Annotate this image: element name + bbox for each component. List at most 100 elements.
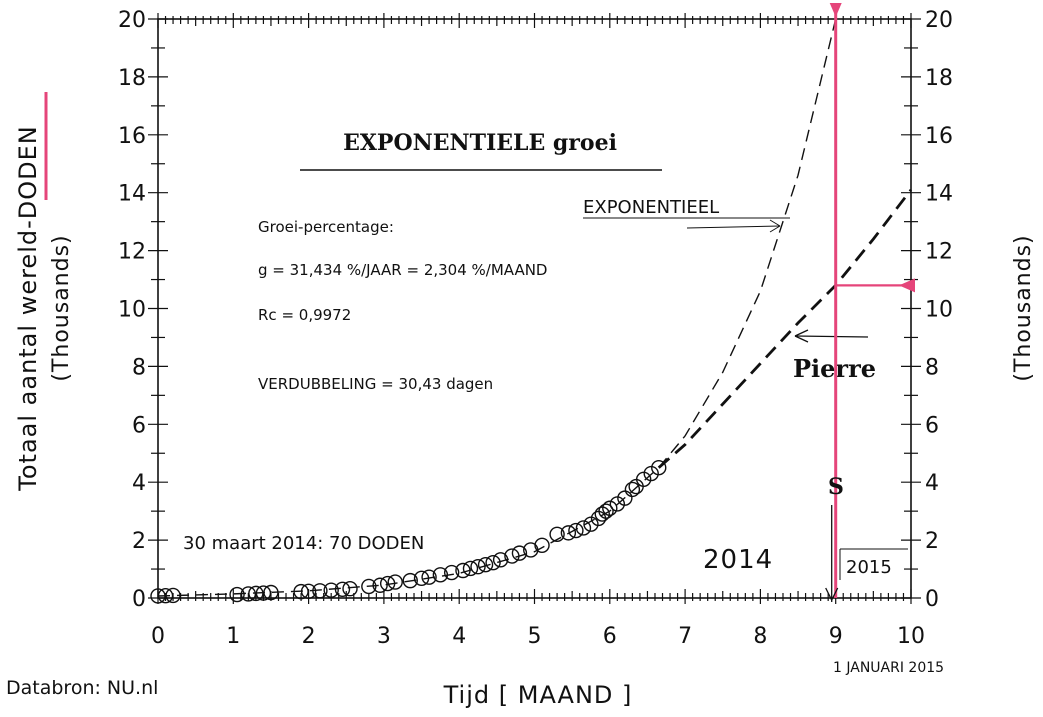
exponential-label: EXPONENTIEEL <box>583 197 719 218</box>
data-point <box>402 572 418 589</box>
data-point <box>534 537 550 554</box>
data-points <box>150 460 667 604</box>
y-right-tick-label: 14 <box>925 182 953 207</box>
data-point <box>485 554 501 571</box>
axis-ticks <box>148 13 921 604</box>
data-point <box>413 570 430 587</box>
pierre-arrowhead <box>794 329 809 343</box>
data-point <box>549 526 565 543</box>
x-tick-label: 5 <box>528 624 542 649</box>
x-tick-label: 6 <box>603 624 617 649</box>
data-point <box>312 583 328 599</box>
data-point <box>492 552 509 568</box>
date-note: 1 JANUARI 2015 <box>833 660 944 676</box>
y-right-tick-label: 10 <box>925 298 953 323</box>
data-point <box>443 564 460 581</box>
marker-horizontal-arrowhead <box>899 278 915 293</box>
y-axis-units: (Thousands) <box>49 234 74 381</box>
data-point <box>293 583 309 600</box>
data-point <box>504 548 520 564</box>
data-point <box>617 490 633 506</box>
y-right-tick-label: 12 <box>925 240 953 265</box>
data-point <box>334 581 351 598</box>
y-tick-label: 20 <box>118 8 146 33</box>
y-right-tick-label: 2 <box>925 529 939 554</box>
y-tick-label: 2 <box>132 529 146 554</box>
year-2014: 2014 <box>703 545 773 575</box>
y-tick-labels: 0 2 4 6 8 10 12 14 16 18 20 <box>118 8 146 612</box>
x-tick-label: 0 <box>151 624 165 649</box>
x-tick-labels: 0 1 2 3 4 5 6 7 8 9 10 <box>151 624 925 649</box>
chart-title: EXPONENTIELE groei <box>343 130 617 156</box>
data-point <box>323 582 339 598</box>
y-right-tick-label: 16 <box>925 124 953 149</box>
x-tick-label: 7 <box>678 624 692 649</box>
data-point <box>229 586 245 603</box>
correlation: Rc = 0,9972 <box>258 306 351 324</box>
data-point <box>651 460 667 476</box>
y-right-tick-label: 0 <box>925 587 939 612</box>
data-point <box>165 587 181 604</box>
pierre-arrow <box>794 335 869 338</box>
data-point <box>560 525 577 541</box>
data-point <box>387 574 403 590</box>
data-point <box>568 522 584 539</box>
growth-rate: g = 31,434 %/JAAR = 2,304 %/MAAND <box>258 261 547 279</box>
data-point <box>511 545 528 561</box>
data-point <box>255 585 272 601</box>
growth-label: Groei-percentage: <box>258 218 394 236</box>
data-point <box>477 557 494 573</box>
y-tick-label: 12 <box>118 240 146 265</box>
marker-top-arrow <box>829 3 842 17</box>
data-point <box>462 560 479 577</box>
y-tick-label: 10 <box>118 298 146 323</box>
x-tick-label: 9 <box>829 624 843 649</box>
data-point <box>421 569 437 585</box>
y-tick-label: 16 <box>118 124 146 149</box>
y-tick-label: 18 <box>118 66 146 91</box>
s-arrowhead <box>825 587 839 602</box>
y-tick-label: 0 <box>132 587 146 612</box>
year-2015: 2015 <box>846 557 892 578</box>
data-point <box>432 567 449 583</box>
pierre-curve <box>657 188 913 469</box>
exponential-curve <box>157 18 837 597</box>
start-note: 30 maart 2014: 70 DODEN <box>183 533 424 554</box>
data-point <box>150 588 166 604</box>
exponential-arrowhead <box>769 219 781 233</box>
data-point <box>379 575 396 592</box>
x-tick-label: 3 <box>377 624 391 649</box>
data-point <box>157 587 174 604</box>
data-point <box>624 481 641 498</box>
exponential-arrow <box>686 225 781 229</box>
data-point <box>263 584 279 601</box>
y-tick-label: 8 <box>132 355 146 380</box>
x-axis-title: Tijd [ MAAND ] <box>443 681 633 709</box>
doubling-time: VERDUBBELING = 30,43 dagen <box>258 375 493 393</box>
y-tick-label: 6 <box>132 413 146 438</box>
data-point <box>361 578 377 595</box>
y-tick-label: 4 <box>132 471 146 496</box>
y-right-tick-label: 4 <box>925 471 939 496</box>
x-tick-label: 4 <box>452 624 466 649</box>
data-point <box>470 559 486 575</box>
y-axis-right-units: (Thousands) <box>1011 234 1036 381</box>
data-point <box>598 503 614 519</box>
x-tick-label: 2 <box>302 624 316 649</box>
s-label: S <box>828 474 844 500</box>
data-point <box>342 581 358 597</box>
data-point <box>575 520 592 536</box>
x-tick-label: 1 <box>226 624 240 649</box>
data-point <box>300 583 317 600</box>
y-tick-label: 14 <box>118 182 146 207</box>
y-axis-title: Totaal aantal wereld-DODEN <box>14 125 42 491</box>
y-right-tick-labels: 0 2 4 6 8 10 12 14 16 18 20 <box>925 8 953 612</box>
data-point <box>240 586 257 602</box>
x-tick-label: 8 <box>753 624 767 649</box>
data-source: Databron: NU.nl <box>6 677 158 699</box>
data-point <box>628 478 644 495</box>
y-right-tick-label: 20 <box>925 8 953 33</box>
data-point <box>372 577 388 593</box>
x-tick-label: 10 <box>897 624 925 649</box>
